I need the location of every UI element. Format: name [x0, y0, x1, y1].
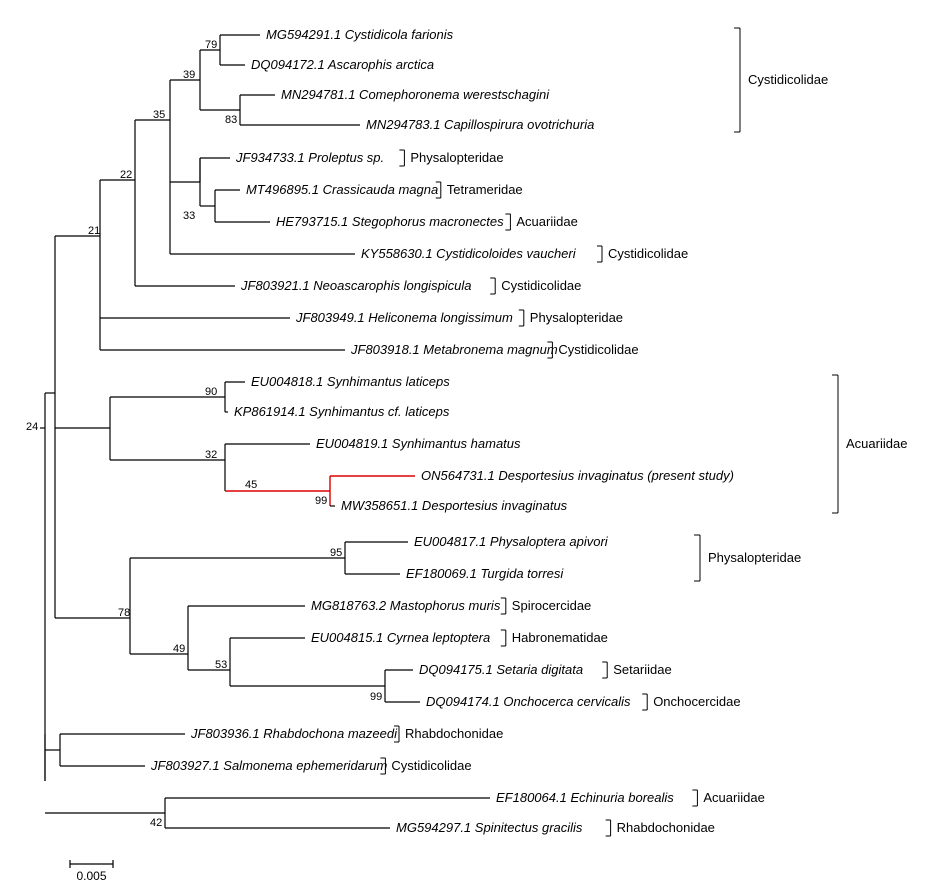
taxon-label: DQ094172.1 Ascarophis arctica — [251, 57, 434, 72]
taxon-label: KP861914.1 Synhimantus cf. laticeps — [234, 404, 450, 419]
taxon-label: MG818763.2 Mastophorus muris — [311, 598, 501, 613]
family-label: Spirocercidae — [512, 598, 592, 613]
family-label: Cystidicolidae — [608, 246, 688, 261]
family-group-label: Physalopteridae — [708, 550, 801, 565]
family-label: Physalopteridae — [410, 150, 503, 165]
family-label: Rhabdochonidae — [405, 726, 503, 741]
svg-text:99: 99 — [315, 495, 327, 507]
svg-text:35: 35 — [153, 109, 165, 121]
svg-text:22: 22 — [120, 169, 132, 181]
taxon-label: JF803918.1 Metabronema magnum — [350, 342, 558, 357]
taxon-label: DQ094174.1 Onchocerca cervicalis — [426, 694, 631, 709]
svg-text:53: 53 — [215, 659, 227, 671]
family-label: Tetrameridae — [447, 182, 523, 197]
taxon-label: MG594297.1 Spinitectus gracilis — [396, 820, 583, 835]
svg-text:45: 45 — [245, 479, 257, 491]
taxon-label: ON564731.1 Desportesius invaginatus (pre… — [421, 468, 734, 483]
family-label: Habronematidae — [512, 630, 608, 645]
family-label: Setariidae — [613, 662, 672, 677]
family-group-label: Cystidicolidae — [748, 72, 828, 87]
phylogenetic-tree: 24 21 22 35 39 79 83 33 90 32 45 99 78 95 49 53 99 42 MG59… — [0, 0, 942, 885]
svg-text:78: 78 — [118, 607, 130, 619]
taxon-label: MG594291.1 Cystidicola farionis — [266, 27, 454, 42]
family-label: Cystidicolidae — [391, 758, 471, 773]
svg-text:90: 90 — [205, 386, 217, 398]
taxon-label: JF803921.1 Neoascarophis longispicula — [240, 278, 472, 293]
svg-text:49: 49 — [173, 643, 185, 655]
taxon-label: KY558630.1 Cystidicoloides vaucheri — [361, 246, 577, 261]
family-label: Rhabdochonidae — [617, 820, 715, 835]
family-label: Cystidicolidae — [558, 342, 638, 357]
svg-text:32: 32 — [205, 449, 217, 461]
svg-text:79: 79 — [205, 39, 217, 51]
taxon-label: JF803927.1 Salmonema ephemeridarum — [150, 758, 387, 773]
svg-text:39: 39 — [183, 69, 195, 81]
svg-text:24: 24 — [26, 421, 38, 433]
taxon-label: EU004818.1 Synhimantus laticeps — [251, 374, 450, 389]
svg-text:33: 33 — [183, 210, 195, 222]
family-label: Onchocercidae — [653, 694, 740, 709]
taxon-label: MW358651.1 Desportesius invaginatus — [341, 498, 568, 513]
taxon-label: EU004817.1 Physaloptera apivori — [414, 534, 609, 549]
taxon-label: MN294781.1 Comephoronema werestschagini — [281, 87, 550, 102]
family-label: Acuariidae — [516, 214, 577, 229]
taxon-label: JF803949.1 Heliconema longissimum — [295, 310, 513, 325]
taxon-label: MN294783.1 Capillospirura ovotrichuria — [366, 117, 594, 132]
svg-text:21: 21 — [88, 225, 100, 237]
family-group-label: Acuariidae — [846, 436, 907, 451]
family-label: Physalopteridae — [530, 310, 623, 325]
taxon-label: MT496895.1 Crassicauda magna — [246, 182, 438, 197]
taxon-label: HE793715.1 Stegophorus macronectes — [276, 214, 504, 229]
taxon-label: EF180064.1 Echinuria borealis — [496, 790, 674, 805]
svg-text:42: 42 — [150, 817, 162, 829]
svg-text:99: 99 — [370, 691, 382, 703]
taxon-label: JF803936.1 Rhabdochona mazeedi — [190, 726, 398, 741]
taxon-label: EU004815.1 Cyrnea leptoptera — [311, 630, 490, 645]
taxon-label: EF180069.1 Turgida torresi — [406, 566, 564, 581]
taxon-label: JF934733.1 Proleptus sp. — [235, 150, 384, 165]
taxon-label: DQ094175.1 Setaria digitata — [419, 662, 583, 677]
family-label: Cystidicolidae — [501, 278, 581, 293]
scale-bar-label: 0.005 — [76, 869, 106, 883]
taxon-label: EU004819.1 Synhimantus hamatus — [316, 436, 521, 451]
svg-text:83: 83 — [225, 114, 237, 126]
family-label: Acuariidae — [703, 790, 764, 805]
svg-text:95: 95 — [330, 547, 342, 559]
